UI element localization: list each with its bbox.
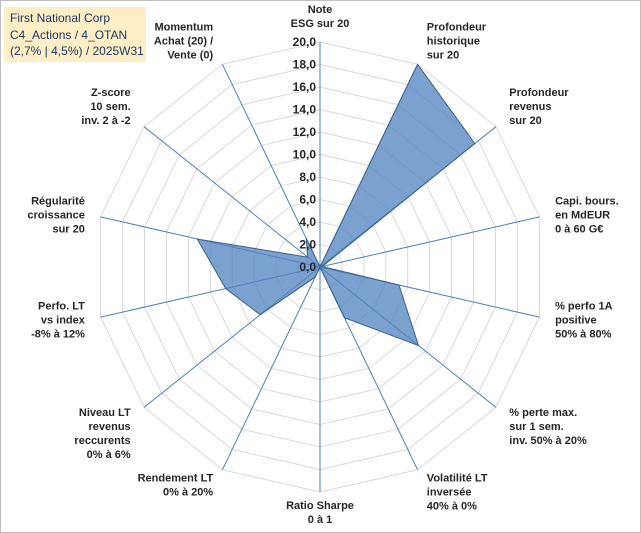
axis-label-13: Momentum Achat (20) / Vente (0): [154, 22, 214, 62]
chart-title-line-2: C4_Actions / 4_OTAN: [10, 27, 128, 42]
axis-label-12: Z-score 10 sem. inv. 2 à -2: [81, 87, 130, 127]
tick-label-2: 4,0: [299, 215, 316, 229]
axis-label-11: Régularité croissance sur 20: [27, 195, 84, 235]
axis-label-4: % perfo 1A positive 50% à 80%: [555, 301, 613, 341]
axis-label-7-line-1: 0 à 1: [308, 514, 332, 526]
spoke-13: [221, 64, 321, 268]
series-area: [196, 63, 476, 347]
axis-label-6-line-2: 40% à 0%: [427, 501, 477, 513]
axis-label-10-line-2: -8% à 12%: [31, 329, 85, 341]
tick-label-6: 12,0: [293, 125, 317, 139]
axis-label-2-line-0: Profondeur: [509, 87, 569, 99]
chart-title-box: First National Corp C4_Actions / 4_OTAN …: [4, 7, 146, 62]
axis-label-1-line-1: historique: [427, 36, 480, 48]
axis-label-9-line-2: reccurents: [74, 435, 130, 447]
radar-tick-labels: 0,0 2,0 4,0 6,0 8,0 10,0 12,0 14,0 16,0 18,0 20,0: [293, 35, 317, 274]
axis-label-6: Volatilité LT inversée 40% à 0%: [427, 473, 488, 513]
tick-label-4: 8,0: [299, 170, 316, 184]
tick-label-10: 20,0: [293, 35, 317, 49]
axis-label-2-line-1: revenus: [509, 101, 551, 113]
axis-label-12-line-1: 10 sem.: [90, 101, 130, 113]
chart-title-line-1: First National Corp: [10, 11, 111, 25]
axis-label-1: Profondeur historique sur 20: [427, 22, 487, 62]
axis-label-0: Note ESG sur 20: [291, 4, 350, 30]
spoke-8: [221, 266, 321, 470]
axis-label-7-line-0: Ratio Sharpe: [286, 500, 354, 512]
tick-label-3: 6,0: [299, 193, 316, 207]
axis-label-12-line-0: Z-score: [91, 87, 131, 99]
axis-label-2-line-2: sur 20: [509, 115, 541, 127]
axis-label-5-line-2: inv. 50% à 20%: [509, 435, 587, 447]
axis-label-11-line-0: Régularité: [31, 195, 85, 207]
spoke-3: [319, 216, 540, 268]
axis-label-0-line-1: ESG sur 20: [291, 18, 350, 30]
radar-axis-labels: Note ESG sur 20 Profondeur historique sur 20…: [27, 4, 618, 526]
axis-label-4-line-2: 50% à 80%: [555, 329, 611, 341]
tick-label-7: 14,0: [293, 103, 317, 117]
axis-label-4-line-0: % perfo 1A: [555, 301, 613, 313]
chart-title-line-3: (2,7% | 4,5%) / 2025W31: [10, 44, 144, 58]
axis-label-13-line-0: Momentum: [155, 22, 214, 34]
axis-label-1-line-2: sur 20: [427, 50, 459, 62]
axis-label-7: Ratio Sharpe 0 à 1: [286, 500, 354, 526]
axis-label-4-line-1: positive: [555, 315, 597, 327]
axis-label-1-line-0: Profondeur: [427, 22, 487, 34]
axis-label-5-line-0: % perte max.: [509, 407, 577, 419]
axis-label-9-line-1: revenus: [88, 421, 130, 433]
axis-label-5: % perte max. sur 1 sem. inv. 50% à 20%: [509, 407, 587, 447]
axis-label-13-line-1: Achat (20) /: [154, 36, 213, 48]
axis-label-10-line-0: Perfo. LT: [38, 301, 85, 313]
radar-series: [196, 63, 476, 347]
axis-label-9: Niveau LT revenus reccurents 0% à 6%: [74, 407, 131, 461]
axis-label-13-line-2: Vente (0): [167, 50, 213, 62]
axis-label-8-line-0: Rendement LT: [138, 473, 214, 485]
axis-label-11-line-2: sur 20: [52, 223, 84, 235]
tick-label-0: 0,0: [299, 260, 316, 274]
axis-label-8: Rendement LT 0% à 20%: [138, 473, 214, 499]
axis-label-8-line-1: 0% à 20%: [163, 487, 213, 499]
tick-label-9: 18,0: [293, 58, 317, 72]
axis-label-6-line-0: Volatilité LT: [427, 473, 488, 485]
tick-label-1: 2,0: [299, 238, 316, 252]
tick-label-8: 16,0: [293, 80, 317, 94]
axis-label-3-line-0: Capi. bours.: [555, 195, 619, 207]
tick-label-5: 10,0: [293, 148, 317, 162]
axis-label-9-line-0: Niveau LT: [79, 407, 131, 419]
axis-label-10-line-1: vs index: [41, 315, 86, 327]
axis-label-2: Profondeur revenus sur 20: [509, 87, 569, 127]
axis-label-3-line-2: 0 à 60 G€: [555, 223, 603, 235]
axis-label-5-line-1: sur 1 sem.: [509, 421, 563, 433]
axis-label-11-line-1: croissance: [27, 209, 84, 221]
axis-label-12-line-2: inv. 2 à -2: [81, 115, 130, 127]
axis-label-6-line-1: inversée: [427, 487, 472, 499]
axis-label-3: Capi. bours. en MdEUR 0 à 60 G€: [555, 195, 619, 235]
axis-label-9-line-3: 0% à 6%: [87, 449, 131, 461]
spoke-12: [143, 126, 321, 268]
axis-label-3-line-1: en MdEUR: [555, 209, 610, 221]
axis-label-0-line-0: Note: [308, 4, 332, 16]
axis-label-10: Perfo. LT vs index -8% à 12%: [31, 301, 86, 341]
